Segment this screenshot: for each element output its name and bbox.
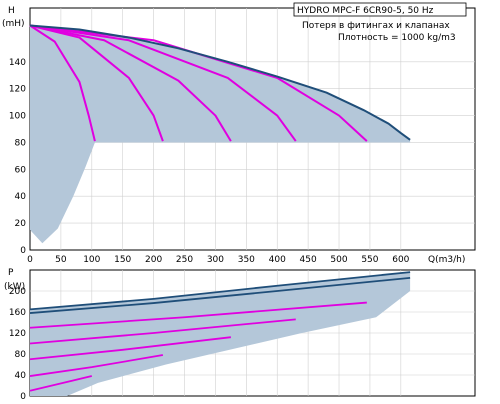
- power-envelope-upper: [29, 271, 411, 311]
- head-pump-curve-1: [29, 24, 96, 142]
- head-x-tick-label: 400: [269, 255, 286, 265]
- head-x-label: Q(m3/h): [428, 255, 465, 265]
- power-pump-curve-5: [29, 301, 367, 329]
- power-y-unit: (kW): [4, 282, 25, 292]
- power-pump-curve-1: [29, 375, 93, 392]
- power-envelope-lower: [29, 276, 411, 314]
- head-y-tick-label: 140: [9, 58, 26, 68]
- power-pump-curve-4: [29, 318, 296, 345]
- head-x-tick-label: 150: [114, 255, 131, 265]
- head-y-tick-label: 20: [15, 219, 27, 229]
- power-y-label: P: [8, 268, 14, 278]
- power-y-ticks: 0 40 80 120 160 200: [9, 287, 27, 402]
- head-y-label: H: [8, 6, 15, 16]
- head-y-tick-label: 80: [15, 138, 27, 148]
- power-y-tick-label: 120: [9, 329, 26, 339]
- head-y-tick-label: 40: [15, 192, 27, 202]
- head-y-unit: (mH): [2, 19, 25, 29]
- head-x-tick-label: 100: [83, 255, 100, 265]
- head-x-tick-label: 500: [330, 255, 347, 265]
- head-y-tick-label: 120: [9, 85, 26, 95]
- power-envelope-lines: [29, 271, 411, 314]
- chart-title: HYDRO MPC-F 6CR90-5, 50 Hz: [297, 6, 434, 16]
- head-pump-curve-2: [29, 24, 164, 142]
- head-x-tick-label: 450: [300, 255, 317, 265]
- head-pump-curve-4: [29, 24, 297, 142]
- head-x-tick-label: 550: [361, 255, 378, 265]
- power-pump-curve-2: [29, 354, 164, 377]
- head-x-tick-label: 600: [392, 255, 409, 265]
- head-y-tick-label: 60: [15, 165, 27, 175]
- head-x-tick-label: 250: [176, 255, 193, 265]
- power-chart: 0 40 80 120 160 200 P (kW): [4, 268, 476, 402]
- power-y-tick-label: 0: [20, 392, 26, 400]
- title-box: [293, 2, 467, 17]
- head-pump-curve-3: [29, 24, 232, 142]
- power-pump-curves: [29, 301, 367, 392]
- head-x-tick-label: 0: [27, 255, 33, 265]
- head-y-tick-label: 100: [9, 112, 26, 122]
- head-chart: 0 20 40 60 80 100 120 140 0 50 100 150 200 250 300 350…: [2, 2, 476, 265]
- power-envelope-area: [30, 272, 411, 396]
- power-operating-area: [30, 272, 411, 396]
- head-y-ticks: 0 20 40 60 80 100 120 140: [9, 58, 26, 256]
- head-pump-curves: [29, 24, 368, 142]
- note-losses: Потеря в фитингах и клапанах: [302, 21, 450, 31]
- power-y-tick-label: 200: [9, 287, 26, 297]
- head-operating-area: [30, 25, 411, 244]
- head-envelope-area: [30, 25, 411, 244]
- note-density: Плотность = 1000 kg/m3: [338, 33, 456, 43]
- power-y-tick-label: 80: [15, 350, 27, 360]
- head-x-tick-label: 50: [55, 255, 67, 265]
- head-max-curve: [29, 24, 411, 141]
- head-x-tick-label: 300: [207, 255, 224, 265]
- head-x-tick-label: 350: [238, 255, 255, 265]
- head-x-tick-label: 200: [145, 255, 162, 265]
- head-y-tick-label: 0: [20, 246, 26, 256]
- head-x-ticks: 0 50 100 150 200 250 300 350 400 450 500 550 600: [27, 255, 410, 265]
- power-pump-curve-3: [29, 336, 231, 361]
- power-y-tick-label: 40: [15, 371, 27, 381]
- power-y-tick-label: 160: [9, 308, 26, 318]
